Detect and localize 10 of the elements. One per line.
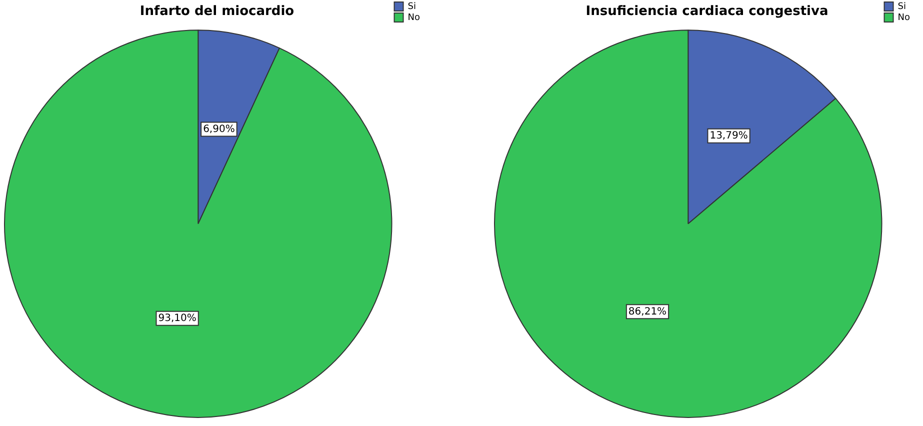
legend-label: No xyxy=(408,12,420,23)
data-label: 93,10% xyxy=(158,312,196,324)
chart-title: Insuficiencia cardiaca congestiva xyxy=(586,4,828,20)
legend-label: Si xyxy=(898,2,906,12)
data-label: 6,90% xyxy=(203,124,235,135)
chart-title: Infarto del miocardio xyxy=(140,4,294,20)
data-label: 13,79% xyxy=(710,130,748,142)
data-label: 86,21% xyxy=(628,306,667,318)
legend-label: Si xyxy=(408,2,416,12)
legend-label: No xyxy=(898,12,910,23)
